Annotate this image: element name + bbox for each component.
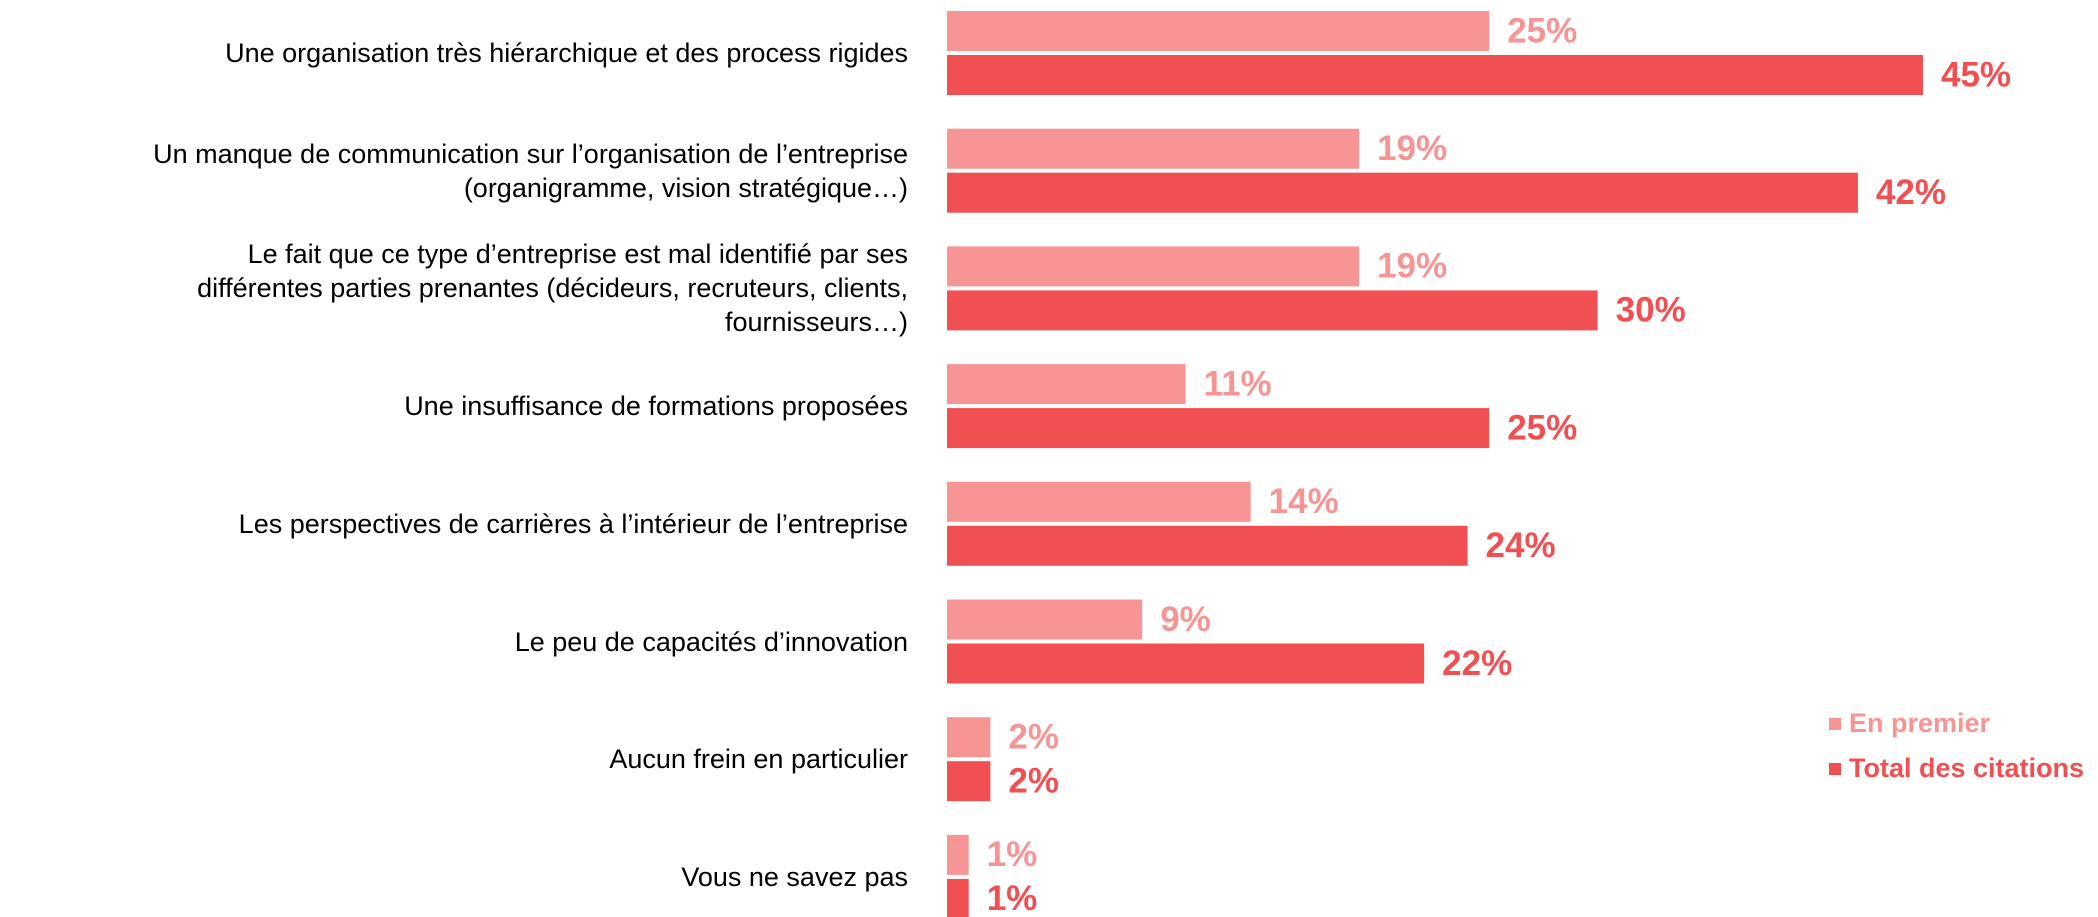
category-label: Le fait que ce type d’entreprise est mal… [197,239,908,338]
bar [947,128,1360,169]
legend-label: En premier [1849,708,1991,738]
bar [947,408,1490,449]
category-label: Les perspectives de carrières à l’intéri… [238,508,908,539]
value-label: 19% [1377,129,1447,168]
value-label: 22% [1442,644,1512,683]
value-label: 2% [1008,717,1059,756]
category-label: Aucun frein en particulier [609,744,908,775]
bar [947,11,1490,51]
value-label: 1% [987,879,1038,917]
bar [947,481,1251,522]
legend-label: Total des citations [1849,753,2084,783]
value-label: 11% [1204,364,1272,403]
bar [947,525,1468,566]
bar [947,599,1143,640]
value-label: 24% [1486,526,1556,565]
bar [947,290,1598,331]
bar [947,834,969,875]
value-label: 45% [1941,55,2011,94]
value-label: 14% [1269,482,1339,521]
bar [947,643,1425,684]
bar [947,878,969,917]
category-label: Une insuffisance de formations proposées [404,391,908,422]
value-label: 42% [1876,173,1946,212]
value-label: 30% [1616,291,1686,330]
bar [947,246,1360,287]
category-label: Une organisation très hiérarchique et de… [225,38,908,68]
value-label: 19% [1377,247,1447,286]
value-label: 25% [1507,11,1577,50]
bar [947,172,1858,213]
category-label: Un manque de communication sur l’organis… [153,138,908,203]
category-label: Vous ne savez pas [681,861,908,892]
legend-marker [1829,718,1841,730]
value-label: 25% [1507,408,1577,447]
value-label: 2% [1008,761,1059,800]
legend-marker [1829,763,1841,775]
bar [947,761,991,802]
value-label: 9% [1160,600,1211,639]
bar [947,364,1186,405]
value-label: 1% [987,835,1038,874]
bar [947,717,991,758]
category-label: Le peu de capacités d’innovation [514,626,908,657]
bar [947,55,1923,95]
